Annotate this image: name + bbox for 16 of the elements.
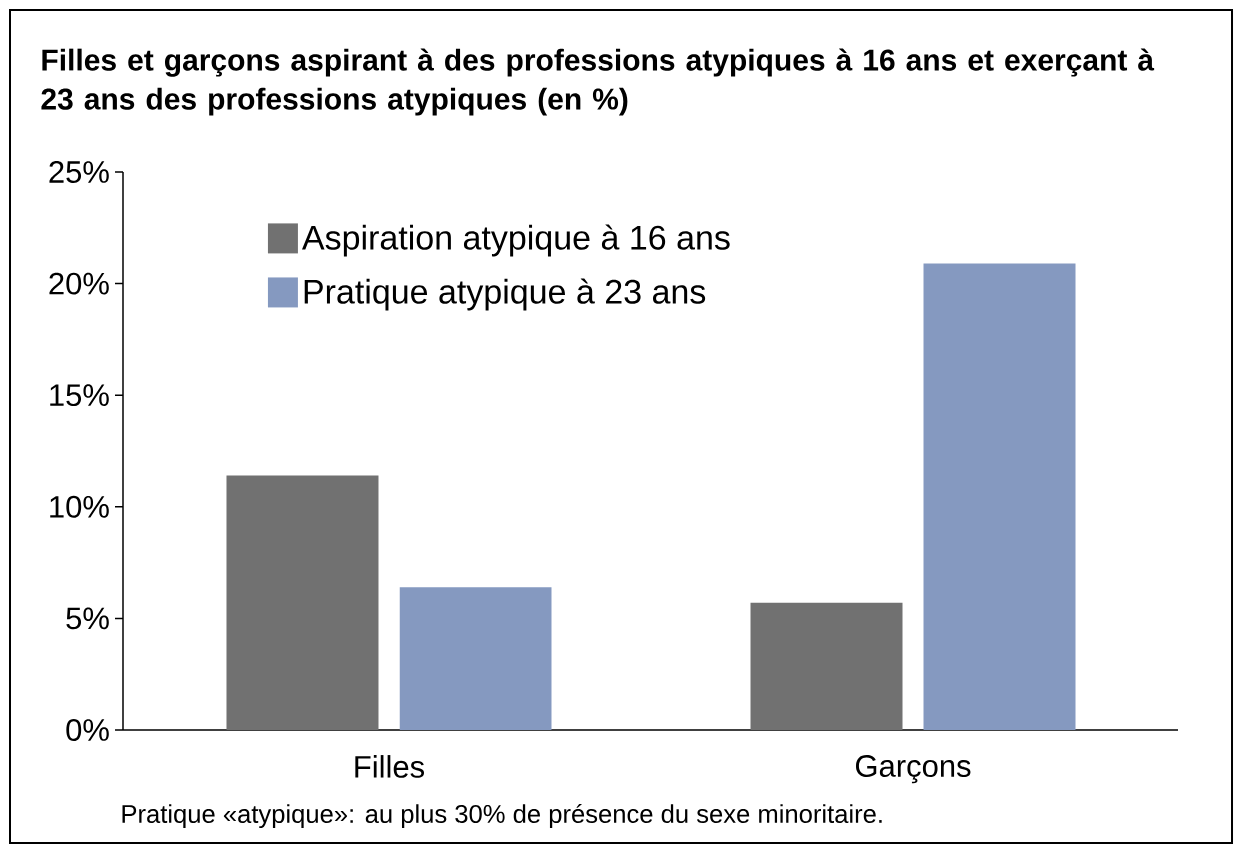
y-tick-label: 0% — [66, 719, 109, 741]
bar — [226, 475, 379, 730]
bar — [399, 587, 552, 730]
y-tick-label: 20% — [49, 272, 109, 295]
bar — [750, 602, 903, 730]
y-tick-label: 25% — [49, 161, 109, 183]
bar — [923, 263, 1076, 730]
x-tick-label: Filles — [355, 755, 425, 778]
legend-label: Aspiration atypique à 16 ans — [302, 224, 730, 257]
legend-label: Pratique atypique à 23 ans — [304, 278, 706, 311]
y-tick-label: 5% — [66, 607, 109, 630]
text: Pratique «atypique»: au plus 30% de présence du sexe minoritaire. — [122, 803, 882, 829]
chart-title: Filles et garçons aspirant à des professions atypiques à 16 ans et exerçant à 23 ans des professions atypiques (en %) — [41, 48, 1155, 116]
y-tick-label: 15% — [50, 384, 109, 407]
y-tick-label: 10% — [50, 495, 109, 518]
x-tick-label: Garçons — [856, 755, 971, 784]
